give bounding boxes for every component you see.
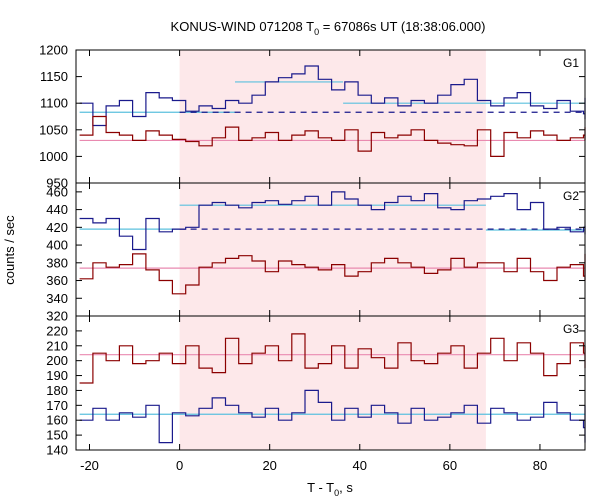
y-tick-label: 380 (46, 255, 68, 270)
x-tick-label: 0 (176, 458, 183, 473)
x-axis-title: T - T0, s (307, 480, 353, 498)
y-axis-title: counts / sec (2, 215, 17, 285)
shaded-interval (179, 50, 486, 183)
y-tick-label: 440 (46, 202, 68, 217)
y-tick-label: 190 (46, 368, 68, 383)
y-tick-label: 180 (46, 383, 68, 398)
panel-g2: 320 340 360 380 400 420 440 460 G2 (46, 182, 586, 324)
y-tick-label: 950 (46, 176, 68, 191)
x-axis-title-main: T - T (307, 480, 334, 495)
y-tick-label: 160 (46, 413, 68, 428)
y-tick-label: 320 (46, 309, 68, 324)
y-tick-label: 1200 (39, 43, 68, 58)
y-tick-label: 150 (46, 428, 68, 443)
x-axis-title-rest: , s (339, 480, 353, 495)
y-tick-label: 420 (46, 220, 68, 235)
shaded-interval (179, 316, 486, 450)
x-tick-label: -20 (80, 458, 99, 473)
y-tick-label: 1100 (40, 96, 68, 111)
chart-title-subscript: 0 (314, 27, 319, 37)
panel-label: G3 (563, 322, 579, 336)
chart-title-main: KONUS-WIND 071208 T (171, 19, 315, 34)
series-blue-g2 (79, 191, 586, 251)
y-tick-label: 1050 (39, 122, 68, 137)
y-tick-label: 360 (46, 273, 68, 288)
y-tick-label: 220 (46, 323, 68, 338)
series-red-g2 (79, 253, 586, 295)
x-axis-title-subscript: 0 (334, 488, 339, 498)
panel-frame (75, 315, 586, 451)
x-tick-label: 20 (262, 458, 276, 473)
chart-title-rest: = 67086s UT (18:38:06.000) (319, 19, 485, 34)
x-tick-label: 60 (443, 458, 457, 473)
series-red-g1 (79, 115, 586, 157)
x-tick-label: 80 (533, 458, 547, 473)
panel-label: G2 (563, 189, 579, 203)
y-tick-label: 340 (46, 291, 68, 306)
panels: 95010001050110011501200G1320340360380400… (39, 43, 586, 473)
chart-title: KONUS-WIND 071208 T0 = 67086s UT (18:38:… (171, 19, 486, 37)
series-blue-g3 (79, 389, 586, 444)
y-tick-label: 200 (46, 353, 68, 368)
y-tick-label: 400 (46, 238, 68, 253)
panel-label: G1 (563, 56, 579, 70)
y-tick-label: 210 (46, 338, 68, 353)
y-tick-label: 170 (46, 398, 68, 413)
series-blue-g1 (79, 65, 586, 127)
y-tick-label: 140 (46, 443, 68, 458)
x-tick-label: 40 (353, 458, 367, 473)
panel-g1: 950 1000 1050 1100 1150 1200 G1 (39, 43, 586, 191)
y-tick-label: 460 (46, 184, 68, 199)
series-red-g3 (79, 333, 586, 384)
y-tick-label: 1150 (40, 69, 68, 84)
y-tick-label: 1000 (39, 149, 68, 164)
